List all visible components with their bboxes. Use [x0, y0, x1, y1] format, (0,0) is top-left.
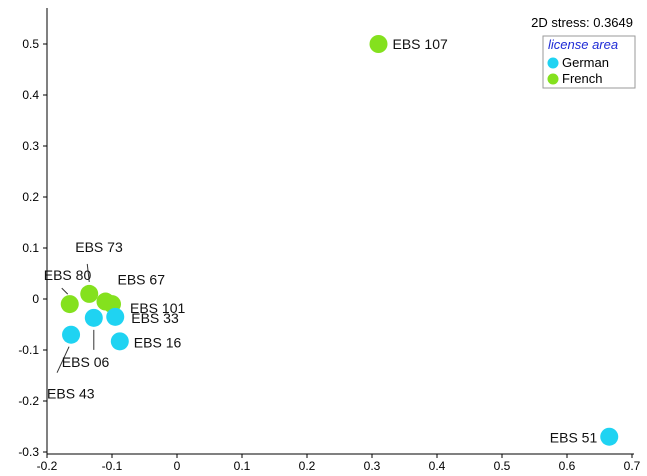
data-point-ebs-107 — [369, 35, 388, 53]
legend-swatch-german — [547, 57, 559, 69]
tick-labels: 0.50.40.30.20.10-0.1-0.2-0.3-0.2 -0.1 0 0.1… — [18, 37, 640, 473]
label-leader-lines — [56, 263, 95, 373]
data-point-ebs-06 — [84, 308, 103, 327]
x-tick-label: 0.7 — [624, 459, 641, 473]
point-label-ebs-73: EBS 73 — [75, 239, 123, 255]
legend-label-german: German — [562, 55, 609, 70]
axes — [43, 8, 634, 458]
point-label-ebs-43: EBS 43 — [47, 386, 95, 402]
x-tick-label: 0.4 — [429, 459, 446, 473]
y-tick-label: -0.2 — [18, 394, 39, 408]
x-tick-label: 0 — [174, 459, 181, 473]
y-tick-label: 0.2 — [22, 190, 39, 204]
point-label-ebs-06: EBS 06 — [62, 354, 110, 370]
stress-annotation: 2D stress: 0.3649 — [531, 15, 633, 30]
x-tick-label: 0.3 — [364, 459, 381, 473]
x-tick-label: 0.1 — [234, 459, 251, 473]
x-tick-label: 0.2 — [299, 459, 316, 473]
point-label-ebs-67: EBS 67 — [118, 272, 166, 288]
data-point-ebs-73 — [80, 284, 99, 303]
x-tick-label: -0.1 — [102, 459, 123, 473]
point-label-ebs-16: EBS 16 — [134, 334, 182, 350]
data-point-ebs-43 — [62, 325, 81, 344]
legend-swatch-french — [547, 73, 559, 85]
y-tick-label: 0.4 — [22, 88, 39, 102]
data-points — [60, 35, 619, 446]
y-tick-label: 0.3 — [22, 139, 39, 153]
point-label-ebs-33: EBS 33 — [131, 310, 179, 326]
data-point-ebs-80 — [60, 295, 79, 314]
legend-title: license area — [548, 37, 618, 52]
point-label-ebs-101: EBS 101 — [130, 300, 185, 316]
legend-label-french: French — [562, 71, 602, 86]
legend: license area German French — [542, 35, 636, 89]
x-tick-label: -0.2 — [37, 459, 58, 473]
point-label-ebs-107: EBS 107 — [393, 36, 448, 52]
data-point-ebs-16 — [110, 332, 129, 351]
point-label-ebs-80: EBS 80 — [44, 267, 92, 283]
data-point-ebs-33 — [106, 307, 125, 326]
leader-line-ebs-73 — [86, 263, 90, 282]
y-tick-label: 0.5 — [22, 37, 39, 51]
y-tick-label: 0.1 — [22, 241, 39, 255]
x-tick-label: 0.5 — [494, 459, 511, 473]
data-point-ebs-51 — [600, 427, 619, 446]
point-label-ebs-51: EBS 51 — [550, 430, 598, 446]
y-tick-label: 0 — [32, 292, 39, 306]
y-tick-label: -0.3 — [18, 445, 39, 459]
x-tick-label: 0.6 — [559, 459, 576, 473]
leader-line-ebs-80 — [61, 287, 69, 295]
y-tick-label: -0.1 — [18, 343, 39, 357]
leader-line-ebs-43 — [56, 346, 70, 373]
